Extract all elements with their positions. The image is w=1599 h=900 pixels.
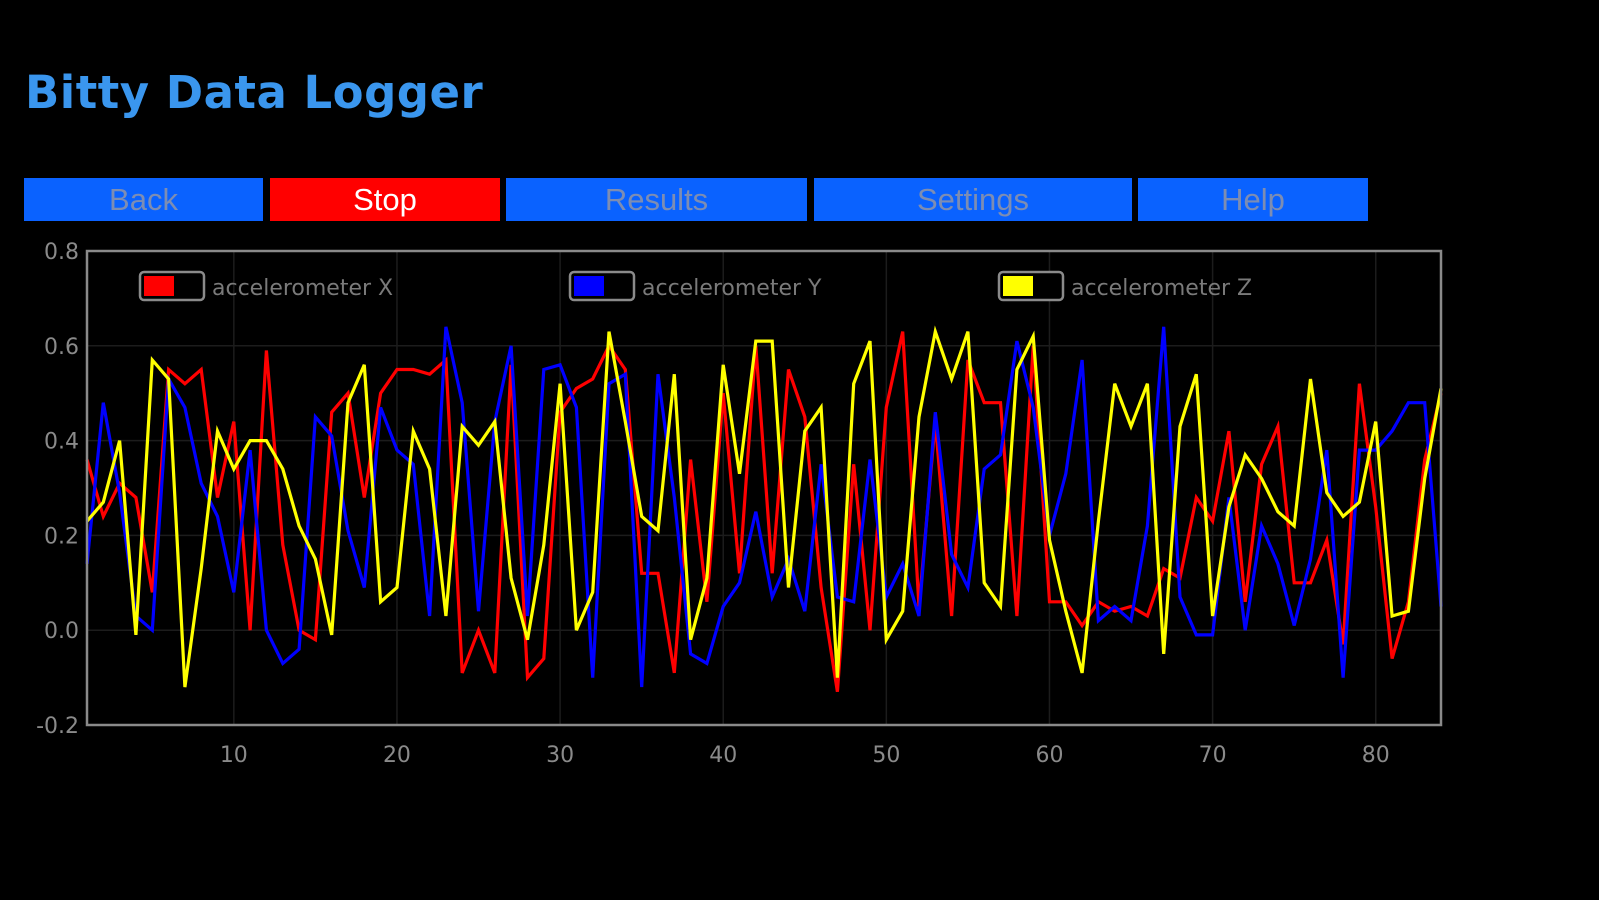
y-tick-label: 0.6	[44, 335, 79, 360]
x-tick-label: 20	[383, 743, 411, 768]
y-tick-label: -0.2	[36, 714, 79, 739]
app-title: Bitty Data Logger	[25, 66, 484, 119]
x-tick-label: 80	[1362, 743, 1390, 768]
stop-button[interactable]: Stop	[270, 178, 500, 221]
x-tick-label: 40	[709, 743, 737, 768]
results-button[interactable]: Results	[506, 178, 807, 221]
y-tick-label: 0.8	[44, 240, 79, 265]
legend-label-3: accelerometer Z	[1071, 276, 1252, 301]
legend-swatch-1	[144, 276, 174, 296]
legend-label-1: accelerometer X	[212, 276, 393, 301]
x-tick-label: 60	[1035, 743, 1063, 768]
back-button[interactable]: Back	[24, 178, 263, 221]
help-button[interactable]: Help	[1138, 178, 1368, 221]
legend-swatch-2	[574, 276, 604, 296]
x-tick-label: 30	[546, 743, 574, 768]
series-line-2	[85, 326, 1443, 688]
series-line-1	[85, 331, 1443, 693]
x-tick-label: 10	[220, 743, 248, 768]
series-line-3	[85, 325, 1443, 688]
settings-button[interactable]: Settings	[814, 178, 1132, 221]
y-tick-label: 0.4	[44, 430, 79, 455]
legend-swatch-3	[1003, 276, 1033, 296]
legend-label-2: accelerometer Y	[642, 276, 822, 301]
y-tick-label: 0.2	[44, 524, 79, 549]
x-tick-label: 50	[872, 743, 900, 768]
plot-frame	[85, 249, 1443, 727]
y-tick-label: 0.0	[44, 619, 79, 644]
x-tick-label: 70	[1199, 743, 1227, 768]
